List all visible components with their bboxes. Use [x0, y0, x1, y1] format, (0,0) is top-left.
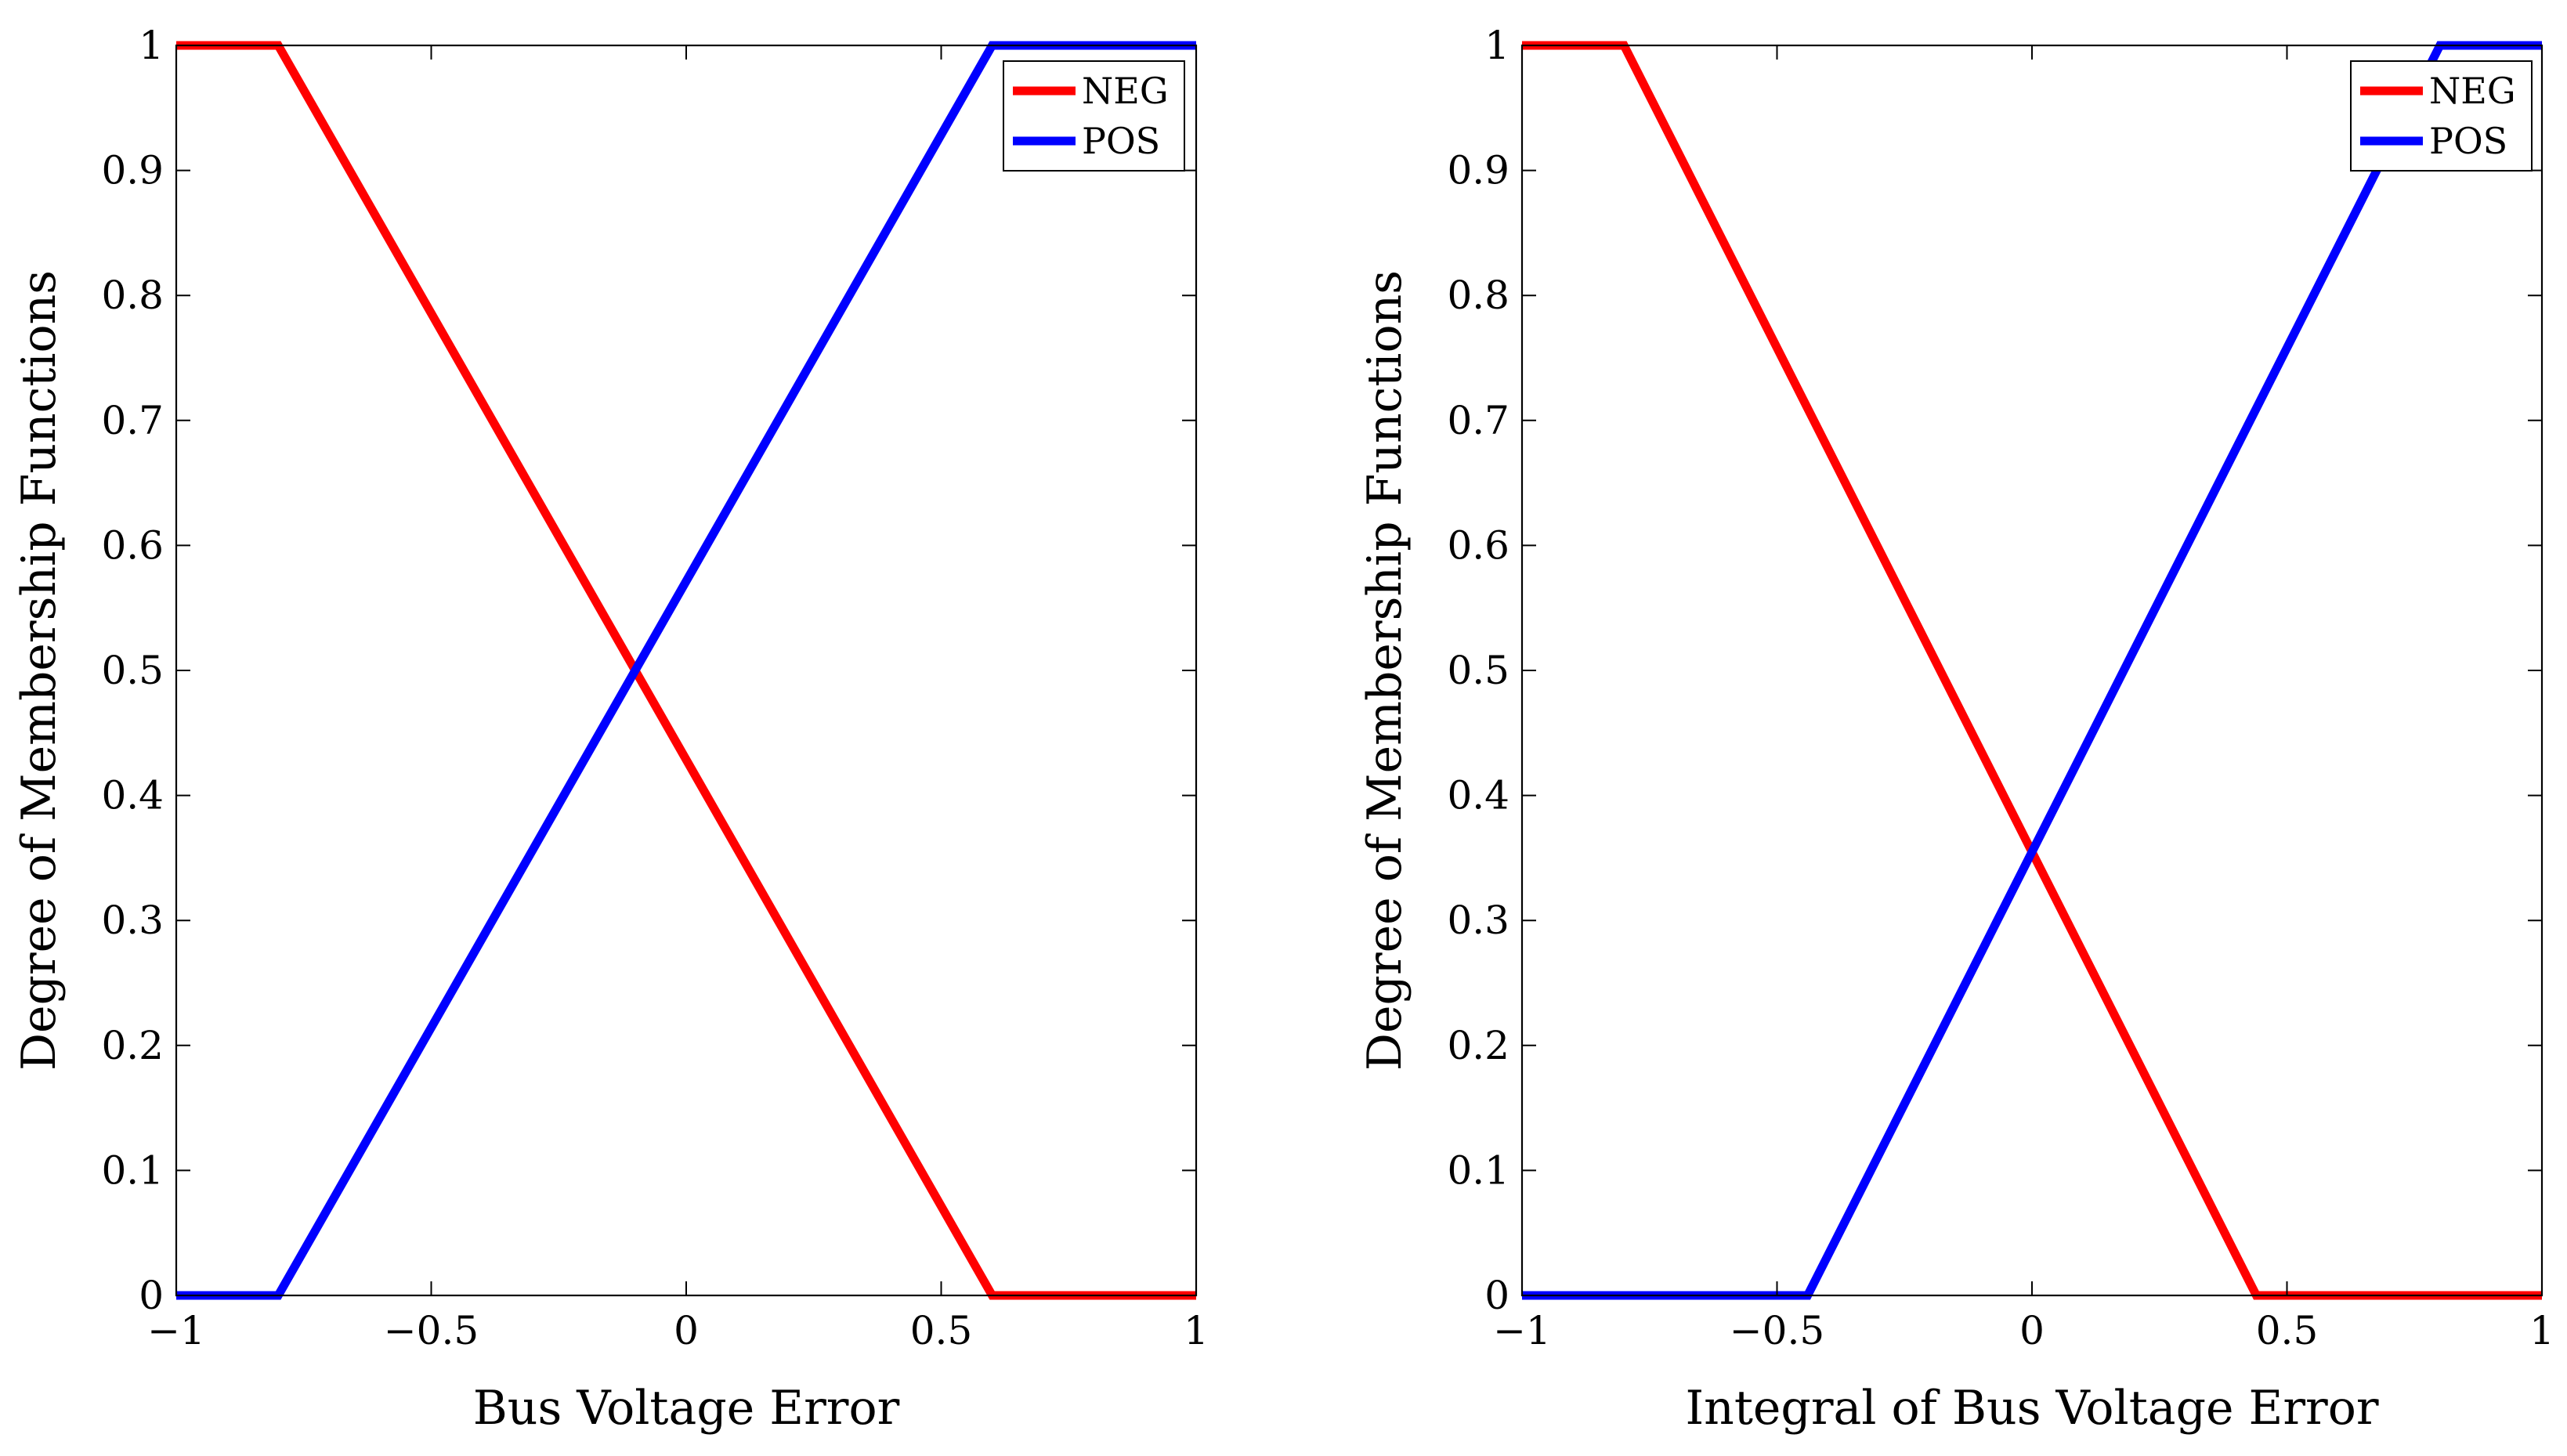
integral-bus-voltage-error-legend-label-pos: POS — [2429, 120, 2507, 162]
integral-bus-voltage-error-y-axis-label: Degree of Membership Functions — [1358, 270, 1412, 1071]
integral-bus-voltage-error-x-tick-label: 0 — [2019, 1308, 2045, 1353]
integral-bus-voltage-error-chart: −1 −0.5 0 0.5 1 0 0.1 0.2 0.3 0.4 0.5 0.6 0.7 0.8 0.9 1… — [1358, 23, 2554, 1436]
bus-voltage-error-y-tick-label: 0.7 — [101, 398, 164, 443]
bus-voltage-error-y-tick-label: 0.4 — [101, 773, 164, 818]
bus-voltage-error-x-tick-label: −0.5 — [384, 1308, 479, 1353]
bus-voltage-error-legend-label-pos: POS — [1082, 120, 1160, 162]
bus-voltage-error-y-tick-label: 0.5 — [101, 648, 164, 693]
bus-voltage-error-y-tick-label: 1 — [139, 23, 164, 68]
bus-voltage-error-series-pos-line — [176, 41, 1196, 1300]
integral-bus-voltage-error-legend-box — [2350, 60, 2533, 172]
bus-voltage-error-y-tick-label: 0.6 — [101, 522, 164, 568]
bus-voltage-error-legend: NEG POS — [1003, 60, 1185, 172]
bus-voltage-error-series-neg-line — [176, 41, 1196, 1300]
integral-bus-voltage-error-y-tick-label: 0.4 — [1447, 773, 1509, 818]
bus-voltage-error-legend-box — [1003, 60, 1185, 172]
integral-bus-voltage-error-y-tick-label: 0.7 — [1447, 398, 1509, 443]
integral-bus-voltage-error-x-tick-label: 1 — [2529, 1308, 2554, 1353]
bus-voltage-error-chart: −1 −0.5 0 0.5 1 0 0.1 0.2 0.3 0.4 0.5 0.6 0.7 0.8 0.9 1… — [12, 23, 1209, 1436]
bus-voltage-error-x-tick-label: −1 — [147, 1308, 205, 1353]
bus-voltage-error-legend-label-neg: NEG — [1082, 70, 1169, 112]
integral-bus-voltage-error-y-tick-label: 0.2 — [1447, 1023, 1509, 1068]
integral-bus-voltage-error-axes-box — [1520, 44, 2543, 1297]
bus-voltage-error-y-tick-label: 0.1 — [101, 1147, 164, 1193]
integral-bus-voltage-error-x-tick-label: −0.5 — [1730, 1308, 1824, 1353]
bus-voltage-error-x-tick-label: 1 — [1184, 1308, 1209, 1353]
bus-voltage-error-y-axis-label: Degree of Membership Functions — [12, 270, 67, 1071]
bus-voltage-error-y-tick-label: 0.2 — [101, 1023, 164, 1068]
bus-voltage-error-y-tick-label: 0 — [139, 1273, 164, 1318]
integral-bus-voltage-error-y-tick-label: 0.3 — [1447, 898, 1509, 943]
integral-bus-voltage-error-y-tick-label: 0.5 — [1447, 648, 1509, 693]
integral-bus-voltage-error-y-tick-label: 1 — [1484, 23, 1509, 68]
bus-voltage-error-x-tick-label: 0 — [674, 1308, 699, 1353]
integral-bus-voltage-error-legend: NEG POS — [2350, 60, 2533, 172]
integral-bus-voltage-error-y-tick-label: 0.8 — [1447, 273, 1509, 318]
integral-bus-voltage-error-y-tick-label: 0.9 — [1447, 148, 1509, 193]
bus-voltage-error-y-tick-label: 0.9 — [101, 148, 164, 193]
integral-bus-voltage-error-y-tick-label: 0.6 — [1447, 522, 1509, 568]
bus-voltage-error-y-tick-label: 0.8 — [101, 273, 164, 318]
integral-bus-voltage-error-x-tick-label: −1 — [1493, 1308, 1551, 1353]
bus-voltage-error-axes-box — [175, 44, 1198, 1297]
integral-bus-voltage-error-x-axis-label: Integral of Bus Voltage Error — [1685, 1381, 2378, 1436]
integral-bus-voltage-error-y-tick-label: 0.1 — [1447, 1147, 1509, 1193]
bus-voltage-error-x-tick-label: 0.5 — [910, 1308, 973, 1353]
integral-bus-voltage-error-y-tick-label: 0 — [1484, 1273, 1509, 1318]
integral-bus-voltage-error-series-neg-line — [1522, 41, 2542, 1300]
integral-bus-voltage-error-series-pos-line — [1522, 41, 2542, 1300]
bus-voltage-error-y-tick-label: 0.3 — [101, 898, 164, 943]
integral-bus-voltage-error-x-tick-label: 0.5 — [2256, 1308, 2319, 1353]
bus-voltage-error-x-axis-label: Bus Voltage Error — [473, 1381, 900, 1436]
integral-bus-voltage-error-legend-label-neg: NEG — [2429, 70, 2516, 112]
